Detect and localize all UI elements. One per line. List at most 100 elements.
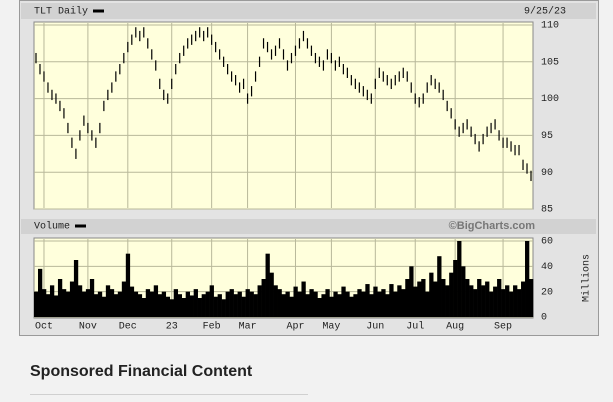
volume-bar xyxy=(281,294,286,317)
volume-bar xyxy=(509,291,514,317)
volume-bar xyxy=(377,291,382,317)
volume-bar xyxy=(269,272,274,317)
volume-bar xyxy=(157,294,163,317)
volume-bar xyxy=(121,281,127,317)
y-tick-label: 0 xyxy=(541,313,547,324)
volume-bar xyxy=(97,291,103,317)
volume-bar xyxy=(429,272,434,317)
volume-bar xyxy=(137,294,143,317)
volume-bar xyxy=(513,285,518,317)
volume-bar xyxy=(185,291,190,317)
volume-bar xyxy=(345,291,350,317)
volume-bar xyxy=(237,291,242,317)
volume-bar xyxy=(229,289,234,317)
volume-bar xyxy=(469,285,474,317)
volume-bar xyxy=(517,289,522,317)
section-heading: Sponsored Financial Content xyxy=(30,363,253,380)
x-tick-label: Mar xyxy=(239,322,257,333)
volume-bar xyxy=(289,296,294,317)
volume-bar xyxy=(393,291,398,317)
volume-bar xyxy=(77,285,83,317)
volume-bar xyxy=(213,296,218,317)
x-tick-label: Dec xyxy=(119,322,137,333)
volume-bar xyxy=(493,286,498,317)
volume-bar xyxy=(433,281,438,317)
volume-bar xyxy=(221,299,226,317)
volume-bar xyxy=(401,289,406,317)
volume-bar xyxy=(65,291,71,317)
volume-bar xyxy=(365,284,370,317)
volume-bar xyxy=(245,289,250,317)
volume-bar xyxy=(45,294,51,317)
volume-bar xyxy=(241,296,246,317)
volume-bar xyxy=(257,285,262,317)
volume-bar xyxy=(397,285,402,317)
volume-bar xyxy=(425,291,430,317)
x-tick-label: Aug xyxy=(446,322,464,333)
volume-bar xyxy=(249,291,254,317)
volume-bar xyxy=(461,266,466,317)
volume-bar xyxy=(105,285,111,317)
volume-bar xyxy=(49,285,55,317)
volume-bar xyxy=(313,291,318,317)
volume-bar xyxy=(173,289,179,317)
volume-bar xyxy=(497,279,502,317)
watermark: ©BigCharts.com xyxy=(449,220,536,232)
volume-bar xyxy=(305,294,310,317)
volume-bar xyxy=(37,268,43,317)
volume-bar xyxy=(317,298,322,317)
x-tick-label: Nov xyxy=(79,322,97,333)
volume-bar xyxy=(193,289,198,317)
volume-bar xyxy=(329,296,334,317)
volume-bar xyxy=(357,289,362,317)
x-tick-label: May xyxy=(322,322,340,333)
x-tick-label: Jul xyxy=(406,321,424,333)
volume-bar xyxy=(277,289,282,317)
volume-bar xyxy=(325,289,330,317)
y-tick-label: 95 xyxy=(541,131,553,142)
y-tick-label: 105 xyxy=(541,57,559,68)
volume-bar xyxy=(101,296,107,317)
volume-bar xyxy=(265,253,270,317)
x-tick-label: 23 xyxy=(166,322,178,333)
y-tick-label: 100 xyxy=(541,94,559,105)
volume-bar xyxy=(89,279,95,317)
volume-bar xyxy=(233,294,238,317)
volume-bar xyxy=(505,285,510,317)
volume-bar xyxy=(369,294,374,317)
volume-bar xyxy=(161,291,167,317)
volume-axis-label: Millions xyxy=(581,254,593,302)
volume-bar xyxy=(217,294,222,317)
volume-bar xyxy=(413,286,418,317)
volume-bar xyxy=(521,281,526,317)
volume-bar xyxy=(53,295,59,317)
volume-bar xyxy=(129,286,135,317)
volume-bar xyxy=(453,260,458,317)
volume-bar xyxy=(341,286,346,317)
volume-bar xyxy=(353,294,358,317)
volume-bar xyxy=(337,294,342,317)
volume-bar xyxy=(34,291,39,317)
volume-bar xyxy=(445,285,450,317)
x-tick-label: Feb xyxy=(203,321,221,333)
volume-bar xyxy=(481,285,486,317)
volume-bar xyxy=(177,294,183,317)
volume-bar xyxy=(525,241,530,317)
volume-bar xyxy=(437,256,442,317)
volume-bar xyxy=(373,286,378,317)
volume-bar xyxy=(441,279,446,317)
volume-bar xyxy=(73,260,79,317)
volume-bar xyxy=(473,289,478,317)
volume-bar xyxy=(201,294,206,317)
volume-bar xyxy=(529,279,534,317)
volume-bar xyxy=(489,291,494,317)
y-tick-label: 40 xyxy=(541,262,553,273)
volume-bar xyxy=(153,285,159,317)
chart-title: TLT Daily xyxy=(34,6,88,18)
volume-bar xyxy=(205,291,210,317)
volume-bar xyxy=(69,281,75,317)
volume-bar xyxy=(457,241,462,317)
date-label: 9/25/23 xyxy=(524,6,566,18)
y-tick-label: 60 xyxy=(541,237,553,248)
